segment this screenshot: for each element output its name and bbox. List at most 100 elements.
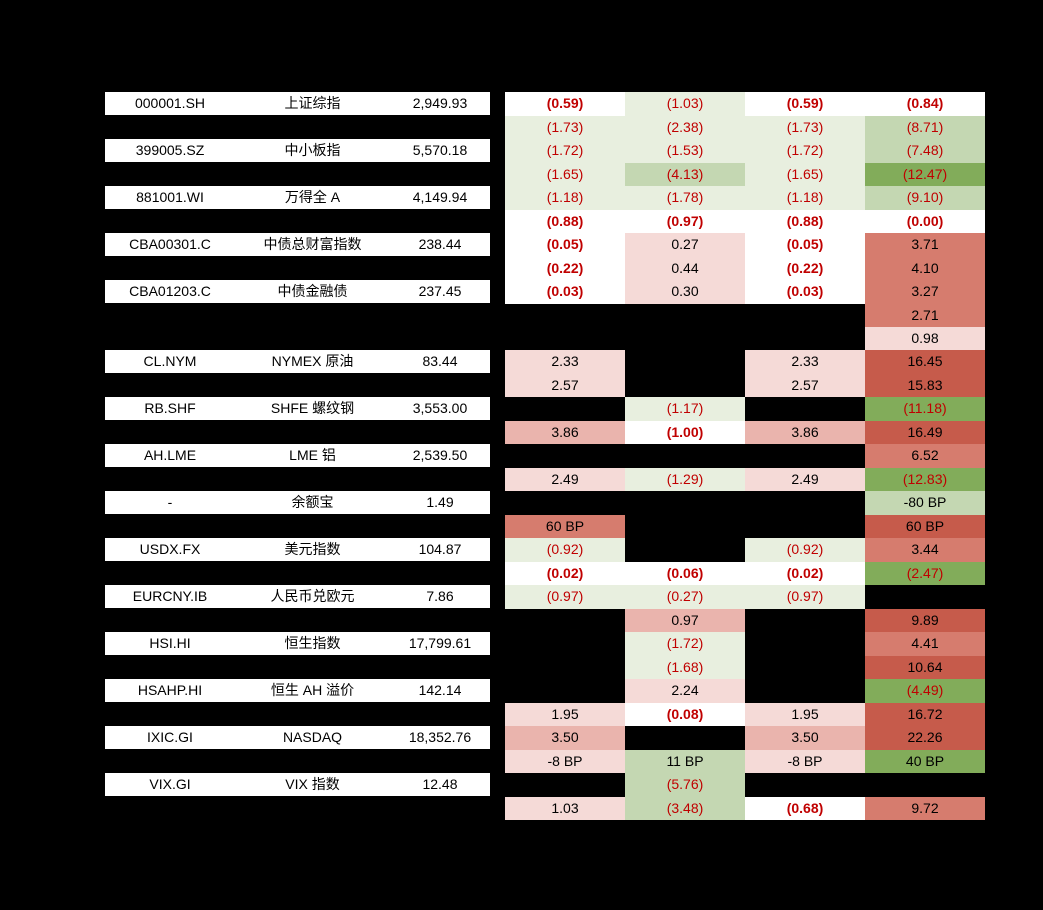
heatmap-cell: (1.29) (625, 468, 745, 492)
cell-name (235, 468, 390, 492)
heatmap-cell: 2.49 (505, 468, 625, 492)
heatmap-cell (625, 515, 745, 539)
heatmap-cell: 9.72 (865, 797, 985, 821)
heatmap-cell: (1.72) (625, 632, 745, 656)
cell-code (105, 163, 235, 187)
heatmap-cell: (0.68) (745, 797, 865, 821)
heatmap-cell: 0.97 (625, 609, 745, 633)
table-row: (0.02)(0.06)(0.02)(2.47) (105, 562, 985, 586)
cell-code (105, 797, 235, 821)
heatmap-cell: (1.18) (745, 186, 865, 210)
cell-price (390, 421, 490, 445)
cell-code: - (105, 491, 235, 515)
heatmap-cell: (0.92) (505, 538, 625, 562)
cell-price (390, 797, 490, 821)
cell-price (390, 515, 490, 539)
table-row: 1.95(0.08)1.9516.72 (105, 703, 985, 727)
heatmap-cell: 0.98 (865, 327, 985, 350)
heatmap-cell: (1.17) (625, 397, 745, 421)
cell-name (235, 304, 390, 328)
heatmap-cell: 2.24 (625, 679, 745, 703)
heatmap-cell: 11 BP (625, 750, 745, 774)
heatmap-cell (625, 726, 745, 750)
cell-code: CL.NYM (105, 350, 235, 374)
cell-name: 恒生 AH 溢价 (235, 679, 390, 703)
cell-code (105, 609, 235, 633)
cell-code: EURCNY.IB (105, 585, 235, 609)
heatmap-cell (505, 327, 625, 350)
heatmap-cell: (12.83) (865, 468, 985, 492)
heatmap-cell (625, 491, 745, 515)
heatmap-cell: (0.22) (745, 257, 865, 281)
heatmap-cell: 4.10 (865, 257, 985, 281)
heatmap-cell: (12.47) (865, 163, 985, 187)
cell-code (105, 750, 235, 774)
cell-price (390, 750, 490, 774)
cell-price: 18,352.76 (390, 726, 490, 750)
table-row: 1.03(3.48)(0.68)9.72 (105, 797, 985, 821)
table-row: IXIC.GINASDAQ18,352.763.503.5022.26 (105, 726, 985, 750)
heatmap-cell: 1.95 (505, 703, 625, 727)
heatmap-cell (745, 679, 865, 703)
table-row: HSAHP.HI恒生 AH 溢价142.142.24(4.49) (105, 679, 985, 703)
cell-code (105, 656, 235, 680)
table-row: 60 BP60 BP (105, 515, 985, 539)
cell-name (235, 374, 390, 398)
cell-name (235, 116, 390, 140)
heatmap-cell: 60 BP (505, 515, 625, 539)
heatmap-cell: (0.97) (745, 585, 865, 609)
table-row: USDX.FX美元指数104.87(0.92)(0.92)3.44 (105, 538, 985, 562)
cell-name: 中债总财富指数 (235, 233, 390, 257)
heatmap-cell: 0.27 (625, 233, 745, 257)
heatmap-cell (625, 327, 745, 350)
cell-code: AH.LME (105, 444, 235, 468)
cell-name (235, 421, 390, 445)
table-row: 0.979.89 (105, 609, 985, 633)
heatmap-cell: 22.26 (865, 726, 985, 750)
heatmap-cell: (2.38) (625, 116, 745, 140)
heatmap-cell: (8.71) (865, 116, 985, 140)
heatmap-cell: (4.13) (625, 163, 745, 187)
cell-code: CBA01203.C (105, 280, 235, 304)
cell-code (105, 327, 235, 350)
table-row: (0.22)0.44(0.22)4.10 (105, 257, 985, 281)
cell-name: NASDAQ (235, 726, 390, 750)
cell-code: HSI.HI (105, 632, 235, 656)
table-row: -余额宝1.49-80 BP (105, 491, 985, 515)
cell-price (390, 210, 490, 234)
cell-price (390, 609, 490, 633)
cell-price: 2,539.50 (390, 444, 490, 468)
heatmap-cell: 2.57 (745, 374, 865, 398)
table-row: HSI.HI恒生指数17,799.61(1.72)4.41 (105, 632, 985, 656)
cell-price: 17,799.61 (390, 632, 490, 656)
cell-price: 2,949.93 (390, 92, 490, 116)
cell-code (105, 703, 235, 727)
heatmap-cell (865, 773, 985, 797)
cell-price: 237.45 (390, 280, 490, 304)
heatmap-cell (505, 609, 625, 633)
heatmap-cell (745, 515, 865, 539)
cell-code: 000001.SH (105, 92, 235, 116)
heatmap-cell (505, 773, 625, 797)
heatmap-cell: (1.72) (505, 139, 625, 163)
heatmap-cell (865, 585, 985, 609)
cell-code (105, 515, 235, 539)
cell-price (390, 116, 490, 140)
cell-code (105, 374, 235, 398)
cell-price (390, 374, 490, 398)
heatmap-cell (625, 304, 745, 328)
table-row: 2.572.5715.83 (105, 374, 985, 398)
heatmap-cell (745, 397, 865, 421)
heatmap-cell: -80 BP (865, 491, 985, 515)
heatmap-cell: 3.86 (505, 421, 625, 445)
heatmap-cell: (5.76) (625, 773, 745, 797)
cell-price: 4,149.94 (390, 186, 490, 210)
table-row: EURCNY.IB人民币兑欧元7.86(0.97)(0.27)(0.97) (105, 585, 985, 609)
cell-code (105, 257, 235, 281)
heatmap-cell (505, 656, 625, 680)
heatmap-cell: (1.00) (625, 421, 745, 445)
cell-code: USDX.FX (105, 538, 235, 562)
heatmap-cell: 3.71 (865, 233, 985, 257)
table-row: AH.LMELME 铝2,539.506.52 (105, 444, 985, 468)
heatmap-cell: (1.68) (625, 656, 745, 680)
